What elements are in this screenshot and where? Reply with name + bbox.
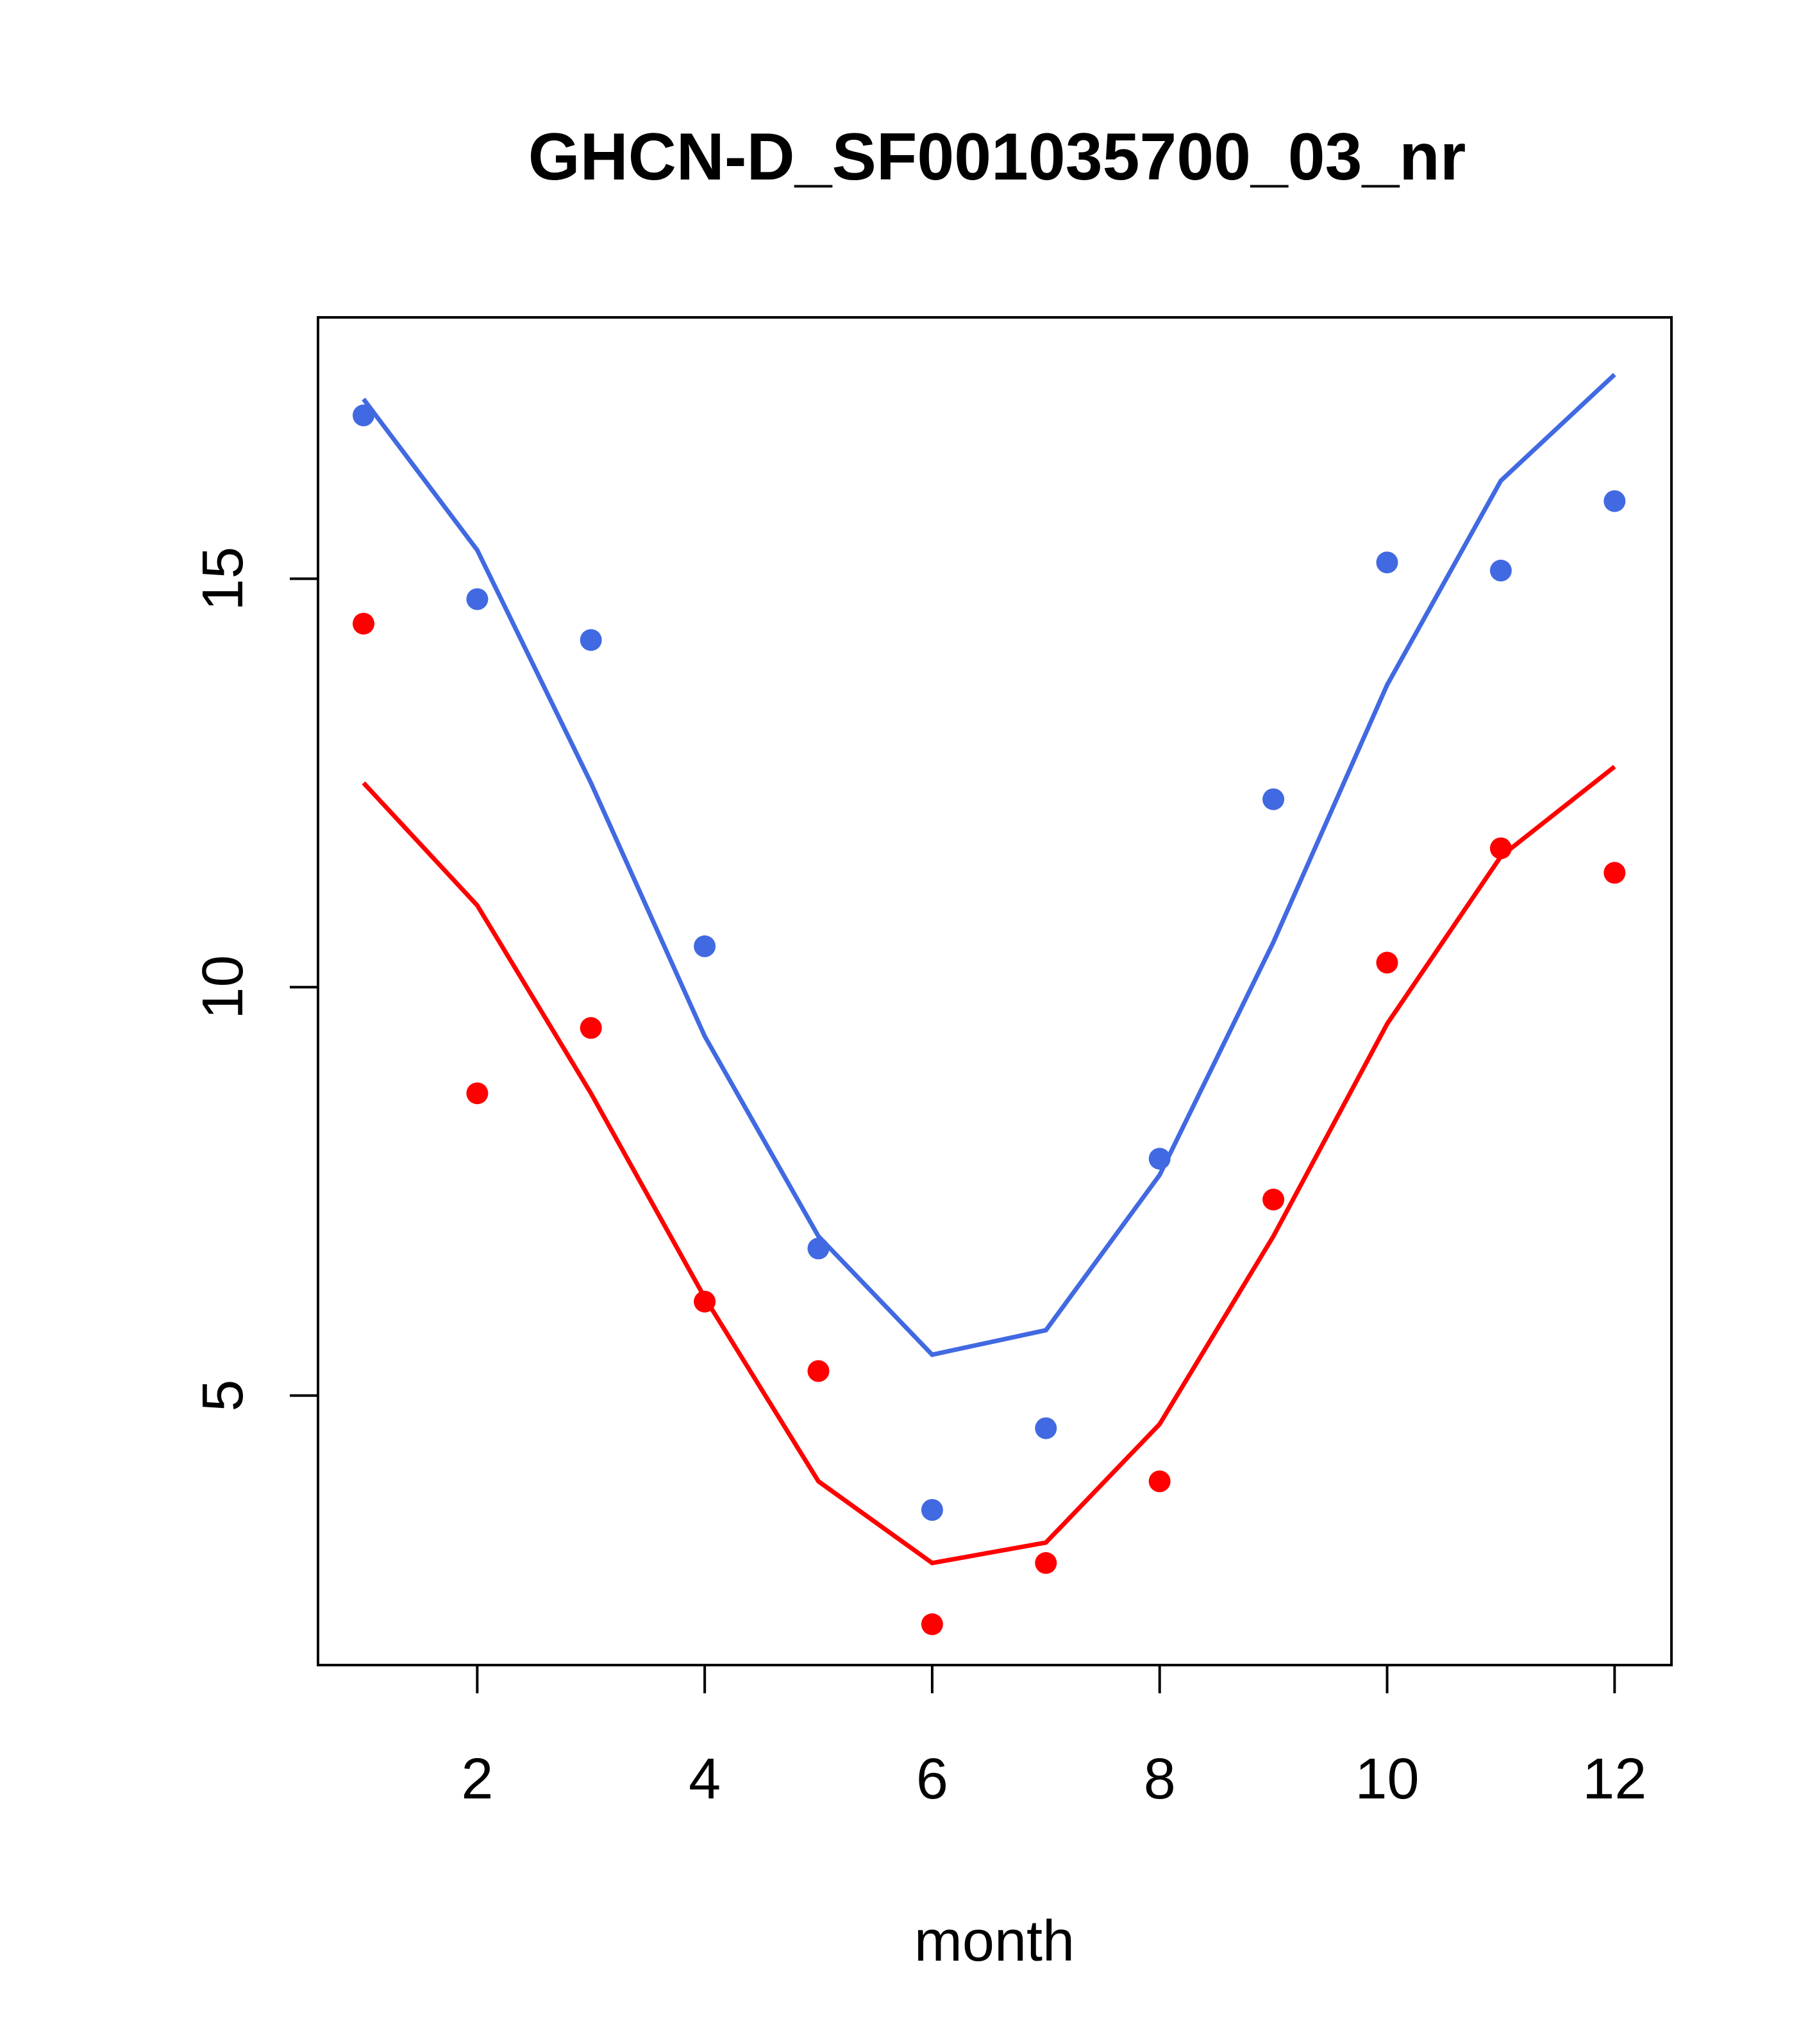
- x-tick-label-12: 12: [1582, 1747, 1646, 1811]
- y-axis: 5 10 15: [191, 547, 319, 1412]
- series-3-point-2: [466, 1082, 489, 1105]
- series-1-point-2: [466, 588, 489, 610]
- series-2-line: [362, 764, 1616, 1566]
- series-1-point-7: [1035, 1417, 1057, 1439]
- series-1-point-11: [1489, 559, 1512, 582]
- y-tick-label-10: 10: [191, 955, 255, 1019]
- series-3-point-9: [1262, 1188, 1285, 1210]
- series-0-line: [362, 373, 1616, 1357]
- x-tick-label-4: 4: [689, 1747, 721, 1811]
- x-tick-label-8: 8: [1144, 1747, 1176, 1811]
- plot-layer: [353, 373, 1626, 1636]
- x-tick-label-2: 2: [461, 1747, 493, 1811]
- series-3-point-11: [1489, 837, 1512, 860]
- series-3-point-1: [353, 612, 374, 635]
- x-axis: 2 4 6 8 10 12: [461, 1664, 1646, 1811]
- chart-title: GHCN-D_SF001035700_03_nr: [528, 120, 1466, 194]
- series-1-point-5: [807, 1237, 830, 1260]
- series-1-point-1: [353, 404, 374, 426]
- series-1-point-3: [580, 629, 602, 651]
- series-1-point-4: [694, 935, 716, 957]
- series-1-point-9: [1262, 788, 1285, 810]
- series-3-point-10: [1376, 951, 1398, 974]
- series-3-point-6: [921, 1613, 943, 1636]
- y-tick-label-5: 5: [191, 1380, 255, 1412]
- y-tick-label-15: 15: [191, 547, 255, 611]
- series-1-point-12: [1603, 490, 1626, 512]
- x-axis-label: month: [914, 1909, 1075, 1973]
- series-3-point-7: [1035, 1552, 1057, 1574]
- series-3-point-8: [1148, 1470, 1171, 1493]
- series-3-point-3: [580, 1017, 602, 1039]
- series-1-point-8: [1148, 1148, 1171, 1170]
- series-1-point-6: [921, 1499, 943, 1521]
- x-tick-label-6: 6: [916, 1747, 948, 1811]
- series-1-point-10: [1376, 551, 1398, 574]
- x-tick-label-10: 10: [1355, 1747, 1419, 1811]
- series-3-point-4: [694, 1291, 716, 1313]
- series-3-point-5: [807, 1360, 830, 1382]
- plot-frame: [317, 316, 1673, 1666]
- series-3-point-12: [1603, 862, 1626, 884]
